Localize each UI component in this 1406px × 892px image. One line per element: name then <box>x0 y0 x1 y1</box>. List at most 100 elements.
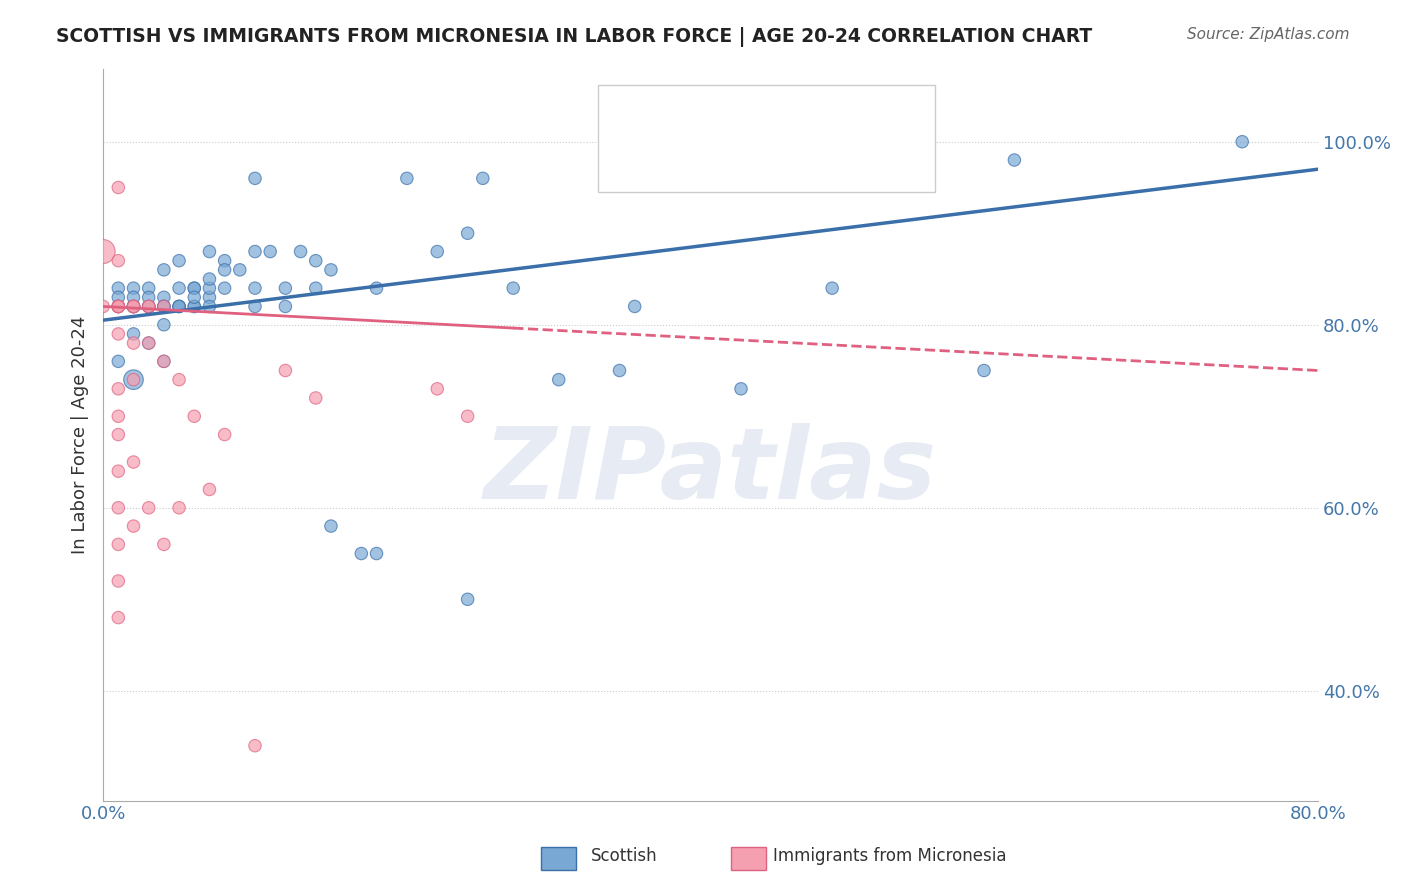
Point <box>547 373 569 387</box>
Point <box>122 290 145 304</box>
Point <box>107 354 129 368</box>
Point <box>107 427 129 442</box>
Text: Scottish: Scottish <box>591 847 657 865</box>
Point <box>122 373 145 387</box>
Bar <box>621 144 637 172</box>
Point <box>107 382 129 396</box>
Point <box>1002 153 1025 167</box>
Y-axis label: In Labor Force | Age 20-24: In Labor Force | Age 20-24 <box>72 316 89 554</box>
Point <box>153 300 176 314</box>
Point <box>138 300 160 314</box>
Point <box>243 739 266 753</box>
Point <box>107 464 129 478</box>
Point <box>198 300 221 314</box>
Point <box>183 300 205 314</box>
Point <box>366 281 388 295</box>
Point <box>1230 135 1253 149</box>
Point <box>290 244 312 259</box>
Point <box>153 318 176 332</box>
Point <box>153 354 176 368</box>
Point <box>153 300 176 314</box>
Point <box>138 500 160 515</box>
Text: Source: ZipAtlas.com: Source: ZipAtlas.com <box>1187 27 1350 42</box>
Point <box>153 290 176 304</box>
Point <box>91 244 114 259</box>
Point <box>243 281 266 295</box>
Point <box>214 253 236 268</box>
Point <box>973 363 995 377</box>
Point <box>183 409 205 424</box>
Point <box>153 263 176 277</box>
Point <box>153 537 176 551</box>
Point <box>138 290 160 304</box>
Point <box>122 300 145 314</box>
Point <box>214 427 236 442</box>
Point <box>243 300 266 314</box>
Text: ZIPatlas: ZIPatlas <box>484 423 938 520</box>
Bar <box>621 106 637 134</box>
Point <box>107 300 129 314</box>
Point <box>274 281 297 295</box>
Point <box>183 300 205 314</box>
Point <box>259 244 281 259</box>
Point <box>457 409 479 424</box>
Point <box>167 281 190 295</box>
Point <box>153 300 176 314</box>
Point <box>167 300 190 314</box>
Point <box>122 300 145 314</box>
Point <box>91 300 114 314</box>
Point <box>821 281 844 295</box>
Point <box>305 281 328 295</box>
Point <box>122 300 145 314</box>
Point <box>167 253 190 268</box>
Point <box>122 300 145 314</box>
Point <box>243 244 266 259</box>
Point <box>122 519 145 533</box>
Point <box>153 354 176 368</box>
Point <box>138 336 160 351</box>
Point <box>107 574 129 588</box>
Point <box>730 382 752 396</box>
Point <box>107 300 129 314</box>
Point <box>107 300 129 314</box>
Point <box>183 281 205 295</box>
Point <box>153 300 176 314</box>
Text: R = -0.087    N = 41: R = -0.087 N = 41 <box>640 149 823 168</box>
Point <box>122 336 145 351</box>
Point <box>198 290 221 304</box>
Point <box>198 272 221 286</box>
Point <box>457 226 479 240</box>
Point <box>107 326 129 341</box>
Point <box>350 547 373 561</box>
Text: Immigrants from Micronesia: Immigrants from Micronesia <box>773 847 1007 865</box>
Point <box>107 290 129 304</box>
Point <box>198 483 221 497</box>
Point <box>229 263 252 277</box>
Point <box>183 281 205 295</box>
Point <box>198 244 221 259</box>
Point <box>138 300 160 314</box>
Point <box>107 610 129 624</box>
Point <box>138 281 160 295</box>
Point <box>107 537 129 551</box>
Point <box>138 300 160 314</box>
Point <box>198 281 221 295</box>
Point <box>167 500 190 515</box>
Point <box>243 171 266 186</box>
Point <box>319 263 342 277</box>
Point <box>305 391 328 405</box>
Text: SCOTTISH VS IMMIGRANTS FROM MICRONESIA IN LABOR FORCE | AGE 20-24 CORRELATION CH: SCOTTISH VS IMMIGRANTS FROM MICRONESIA I… <box>56 27 1092 46</box>
Point <box>138 300 160 314</box>
Point <box>167 300 190 314</box>
Point <box>107 180 129 194</box>
Point <box>274 300 297 314</box>
Point <box>122 300 145 314</box>
Point <box>107 300 129 314</box>
Point <box>214 281 236 295</box>
Point <box>366 547 388 561</box>
Point <box>107 300 129 314</box>
Point <box>395 171 418 186</box>
Point <box>167 373 190 387</box>
Point <box>107 281 129 295</box>
Point <box>138 300 160 314</box>
